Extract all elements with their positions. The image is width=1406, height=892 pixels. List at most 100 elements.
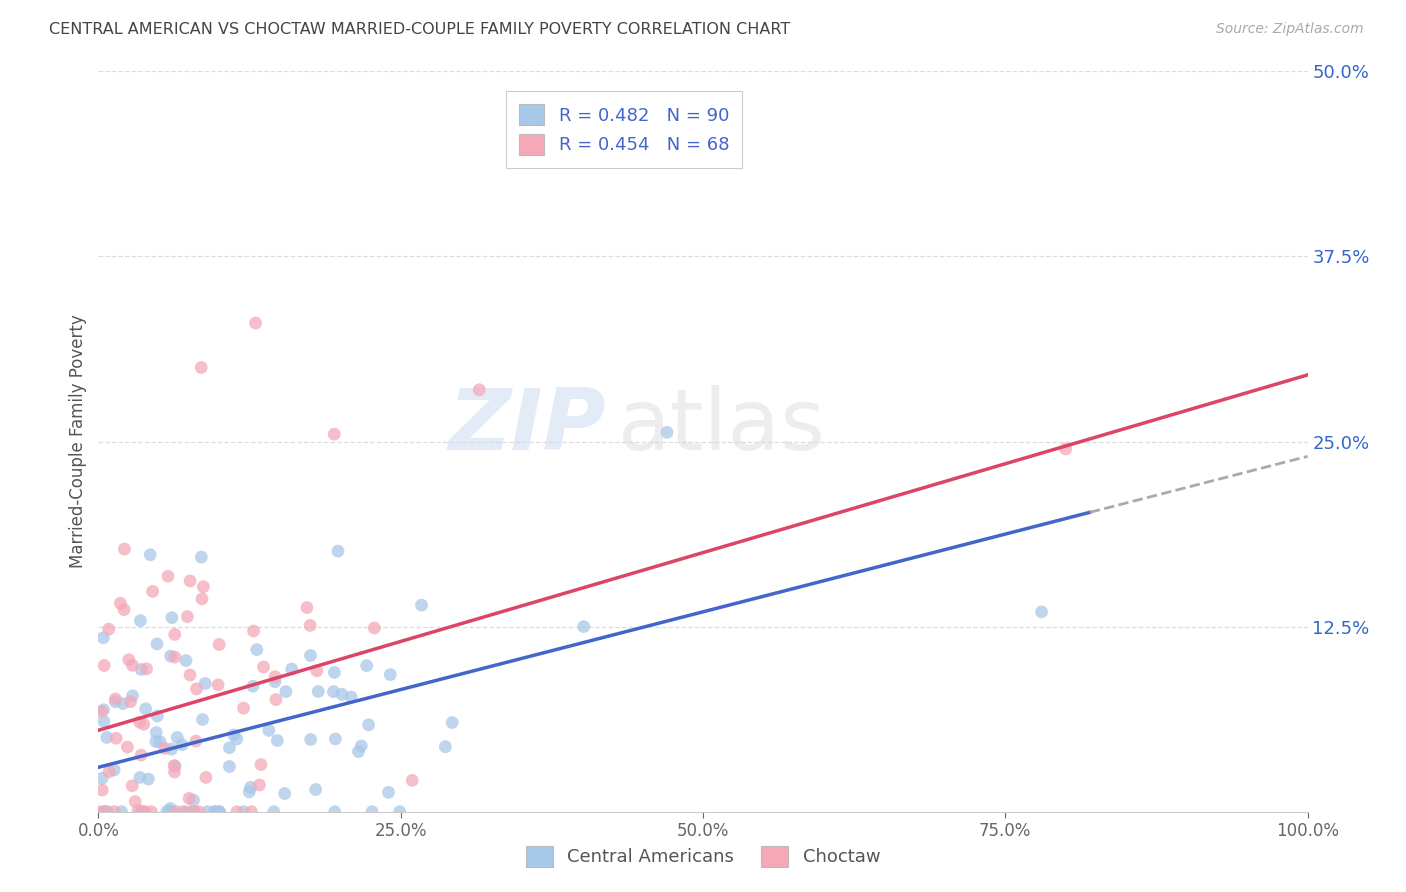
Point xyxy=(93,714,115,729)
Point xyxy=(274,787,297,801)
Point xyxy=(177,791,200,805)
Point xyxy=(239,780,262,795)
Point xyxy=(264,670,287,684)
Point xyxy=(242,679,264,693)
Point xyxy=(97,622,120,636)
Point xyxy=(172,805,194,819)
Point xyxy=(142,584,165,599)
Point xyxy=(238,785,260,799)
Point xyxy=(103,805,125,819)
Point xyxy=(141,805,163,819)
Point xyxy=(156,569,179,583)
Point xyxy=(218,740,240,755)
Point xyxy=(208,805,231,819)
Point xyxy=(91,771,114,785)
Point xyxy=(112,602,135,616)
Point xyxy=(104,692,127,706)
Point xyxy=(135,702,157,716)
Point xyxy=(193,580,215,594)
Point xyxy=(110,805,132,819)
Point xyxy=(186,681,208,696)
Point xyxy=(172,738,194,752)
Point xyxy=(232,701,254,715)
Point xyxy=(160,610,183,624)
Point xyxy=(326,544,349,558)
Point xyxy=(163,650,186,665)
Point xyxy=(305,782,328,797)
Legend: Central Americans, Choctaw: Central Americans, Choctaw xyxy=(516,837,890,876)
Point xyxy=(98,764,121,779)
Point xyxy=(218,759,240,773)
Point xyxy=(132,717,155,731)
Point xyxy=(176,805,198,819)
Point xyxy=(94,805,117,819)
Point xyxy=(105,731,128,746)
Point xyxy=(263,805,285,819)
Point xyxy=(307,684,329,698)
Point xyxy=(163,627,186,641)
Point xyxy=(225,731,247,746)
Point xyxy=(128,771,150,785)
Y-axis label: Married-Couple Family Poverty: Married-Couple Family Poverty xyxy=(69,315,87,568)
Point xyxy=(434,739,457,754)
Point xyxy=(184,734,207,748)
Text: atlas: atlas xyxy=(619,385,827,468)
Point xyxy=(257,723,280,738)
Point xyxy=(121,658,143,673)
Point xyxy=(655,425,678,440)
Point xyxy=(401,773,423,788)
Point xyxy=(165,759,187,773)
Text: CENTRAL AMERICAN VS CHOCTAW MARRIED-COUPLE FAMILY POVERTY CORRELATION CHART: CENTRAL AMERICAN VS CHOCTAW MARRIED-COUP… xyxy=(49,22,790,37)
Point xyxy=(299,618,322,632)
Point xyxy=(112,542,135,557)
Point xyxy=(160,742,183,756)
Point xyxy=(252,660,274,674)
Point xyxy=(208,637,231,651)
Point xyxy=(572,619,595,633)
Point xyxy=(111,697,134,711)
Point xyxy=(157,805,180,819)
Point xyxy=(103,763,125,777)
Point xyxy=(94,805,117,819)
Point xyxy=(250,757,273,772)
Point xyxy=(117,740,139,755)
Point xyxy=(93,703,115,717)
Point xyxy=(129,662,152,676)
Point xyxy=(240,805,263,819)
Point xyxy=(540,131,562,145)
Point xyxy=(174,654,197,668)
Point xyxy=(347,745,370,759)
Point xyxy=(156,805,179,819)
Point xyxy=(388,805,411,819)
Point xyxy=(411,598,433,612)
Point xyxy=(121,689,143,703)
Point xyxy=(91,783,114,797)
Point xyxy=(146,637,169,651)
Point xyxy=(190,360,212,375)
Point xyxy=(197,805,219,819)
Point xyxy=(87,805,110,819)
Point xyxy=(266,733,288,747)
Point xyxy=(97,805,120,819)
Point xyxy=(149,735,172,749)
Point xyxy=(323,427,346,442)
Point xyxy=(96,731,118,745)
Point xyxy=(204,805,226,819)
Point xyxy=(191,713,214,727)
Point xyxy=(131,805,153,819)
Point xyxy=(118,653,141,667)
Point xyxy=(274,684,297,698)
Point xyxy=(295,600,318,615)
Point xyxy=(120,695,142,709)
Point xyxy=(468,383,491,397)
Point xyxy=(90,705,112,719)
Point xyxy=(146,709,169,723)
Point xyxy=(1031,605,1053,619)
Point xyxy=(356,658,378,673)
Point xyxy=(232,805,254,819)
Point xyxy=(145,725,167,739)
Point xyxy=(191,591,214,606)
Point xyxy=(183,805,205,819)
Point xyxy=(128,715,150,730)
Point xyxy=(124,795,146,809)
